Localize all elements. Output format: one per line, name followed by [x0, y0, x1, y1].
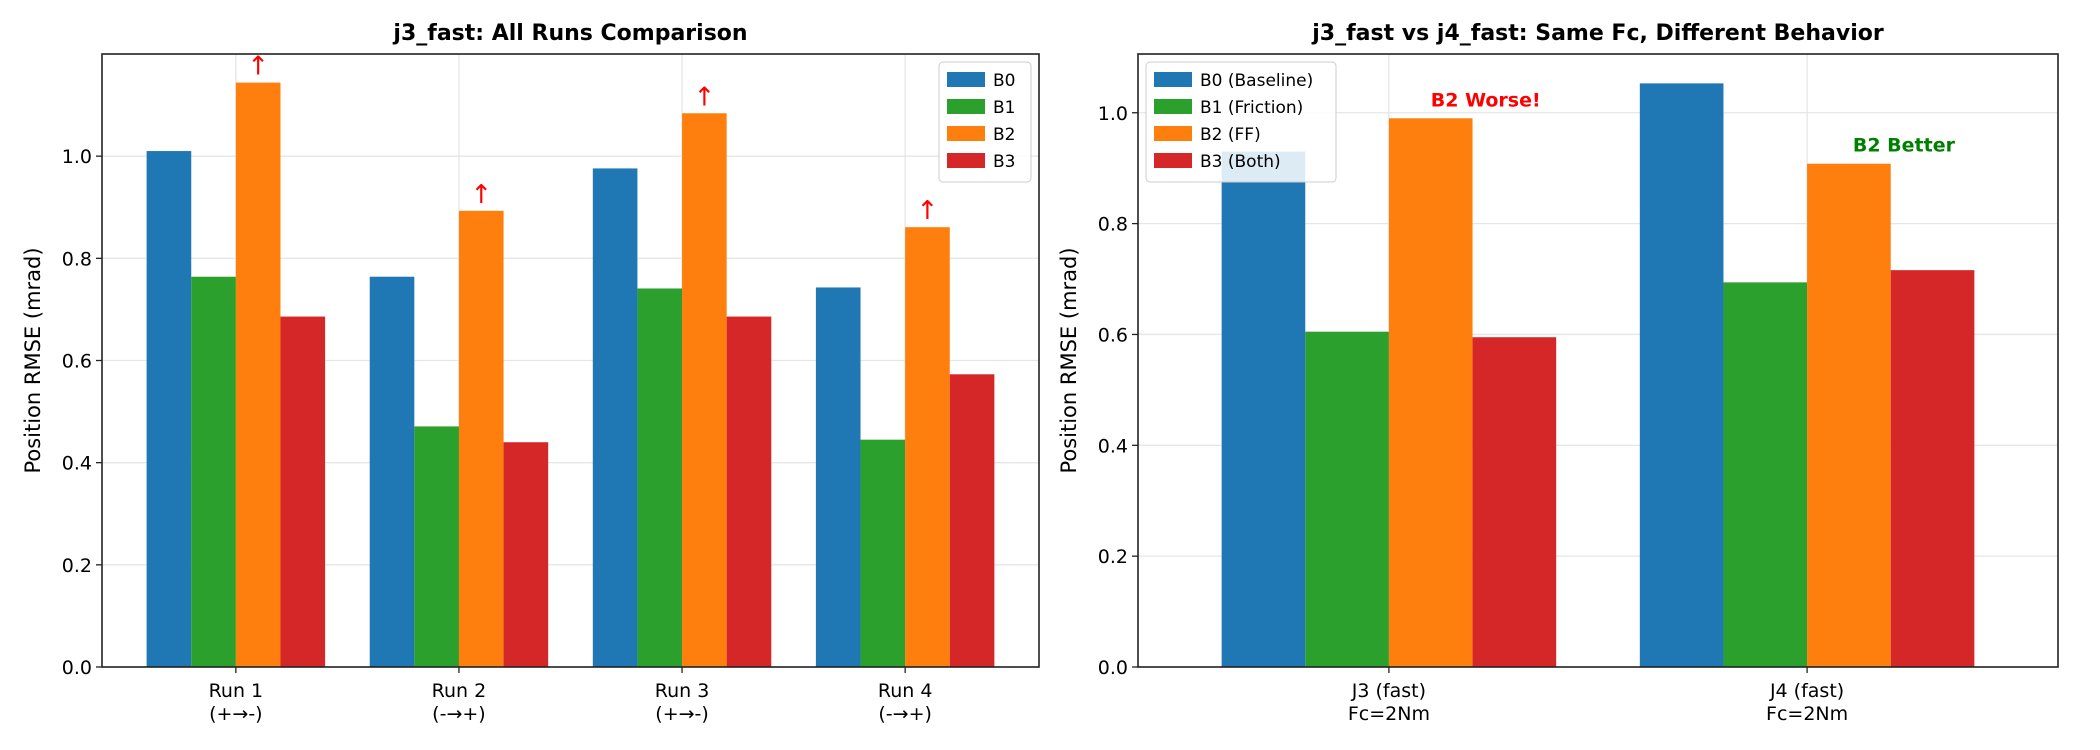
- y-tick-label: 0.2: [1098, 546, 1128, 568]
- bar-B0-4: [815, 287, 861, 667]
- legend-swatch: [947, 153, 985, 168]
- y-tick-label: 0.6: [1098, 324, 1128, 346]
- bar-B3-3: [726, 316, 772, 667]
- bar-B1-3: [637, 288, 683, 667]
- chart-title: j3_fast vs j4_fast: Same Fc, Different B…: [1311, 21, 1884, 46]
- legend: B0 (Baseline) B1 (Friction) B2 (FF) B3 (Bot…: [1145, 61, 1337, 183]
- bar-B1-1: [191, 276, 236, 667]
- y-axis-label: Position RMSE (mrad): [1057, 247, 1081, 473]
- legend: B0 B1 B2 B3: [938, 61, 1032, 183]
- y-tick-label: 0.4: [62, 453, 92, 475]
- x-tick-sublabel: (+→-): [655, 703, 709, 725]
- y-tick-label: 0.4: [1098, 435, 1128, 457]
- bar-B3-2: [1890, 270, 1975, 667]
- x-tick-label: Run 4: [878, 680, 933, 702]
- x-tick-label: J4 (fast): [1769, 680, 1844, 702]
- legend-box: [1145, 61, 1337, 183]
- bar-B2-2: [1807, 163, 1891, 668]
- x-tick-label: J3 (fast): [1351, 680, 1426, 702]
- chart-title: j3_fast: All Runs Comparison: [392, 21, 747, 46]
- chart-2: B2 Worse! B2 Better 0.0 0.2 0.4 0.6 0.8 1.0 J3 (…: [1057, 21, 2059, 725]
- legend-label: B2: [993, 125, 1015, 145]
- bar-B1-2: [414, 426, 459, 667]
- y-tick-label: 0.6: [62, 351, 92, 373]
- bar-B0-1: [146, 151, 192, 667]
- legend-swatch: [1154, 72, 1192, 87]
- bar-B3-1: [1472, 337, 1557, 667]
- bar-B2-4: [905, 227, 950, 668]
- legend-label: B1: [993, 98, 1015, 118]
- legend-label: B1 (Friction): [1200, 98, 1303, 118]
- y-tick-label: 0.2: [62, 555, 92, 577]
- legend-label: B0: [993, 71, 1015, 91]
- legend-swatch: [947, 126, 985, 141]
- x-tick-sublabel: (+→-): [209, 703, 263, 725]
- bar-B0-3: [592, 168, 638, 667]
- legend-label: B3 (Both): [1200, 152, 1281, 172]
- y-tick-label: 1.0: [62, 146, 92, 168]
- bar-B2-3: [682, 113, 727, 668]
- x-tick-sublabel: (-→+): [878, 703, 932, 725]
- bar-B1-4: [860, 439, 906, 667]
- bar-B3-4: [949, 374, 995, 667]
- x-tick-sublabel: Fc=2Nm: [1766, 703, 1848, 725]
- y-tick-label: 0.8: [1098, 214, 1128, 236]
- x-tick-sublabel: (-→+): [432, 703, 486, 725]
- y-axis-label: Position RMSE (mrad): [21, 247, 45, 473]
- legend-label: B0 (Baseline): [1200, 71, 1313, 91]
- bar-B0-2: [1639, 83, 1724, 667]
- x-tick-label: Run 2: [432, 680, 487, 702]
- y-tick-label: 0.0: [1098, 657, 1128, 679]
- bar-B2-1: [235, 82, 281, 667]
- x-tick-label: Run 1: [209, 680, 264, 702]
- annotation-label: B2 Better: [1853, 135, 1956, 157]
- bar-B3-1: [280, 316, 326, 667]
- annotation-arrow: ↑: [470, 180, 492, 210]
- bar-B0-2: [369, 276, 415, 667]
- annotation-arrow: ↑: [693, 82, 715, 112]
- legend-label: B2 (FF): [1200, 125, 1261, 145]
- legend-label: B3: [993, 152, 1015, 172]
- y-tick-label: 0.0: [62, 657, 92, 679]
- bar-B1-1: [1305, 331, 1389, 667]
- bar-B2-2: [458, 210, 504, 667]
- axes-frame: [1137, 53, 2059, 668]
- x-tick-sublabel: Fc=2Nm: [1348, 703, 1430, 725]
- annotation-arrow: ↑: [917, 196, 939, 226]
- legend-swatch: [947, 99, 985, 114]
- annotation-arrow: ↑: [247, 52, 269, 82]
- y-tick-label: 1.0: [1098, 103, 1128, 125]
- annotation-label: B2 Worse!: [1431, 89, 1541, 111]
- bar-B3-2: [503, 442, 549, 667]
- legend-swatch: [947, 72, 985, 87]
- y-tick-label: 0.8: [62, 248, 92, 270]
- bar-B0-1: [1221, 151, 1306, 668]
- legend-swatch: [1154, 153, 1192, 168]
- legend-swatch: [1154, 126, 1192, 141]
- legend-box: [938, 61, 1032, 183]
- bar-B2-1: [1388, 118, 1473, 667]
- bar-B1-2: [1723, 282, 1808, 667]
- x-tick-label: Run 3: [655, 680, 710, 702]
- legend-swatch: [1154, 99, 1192, 114]
